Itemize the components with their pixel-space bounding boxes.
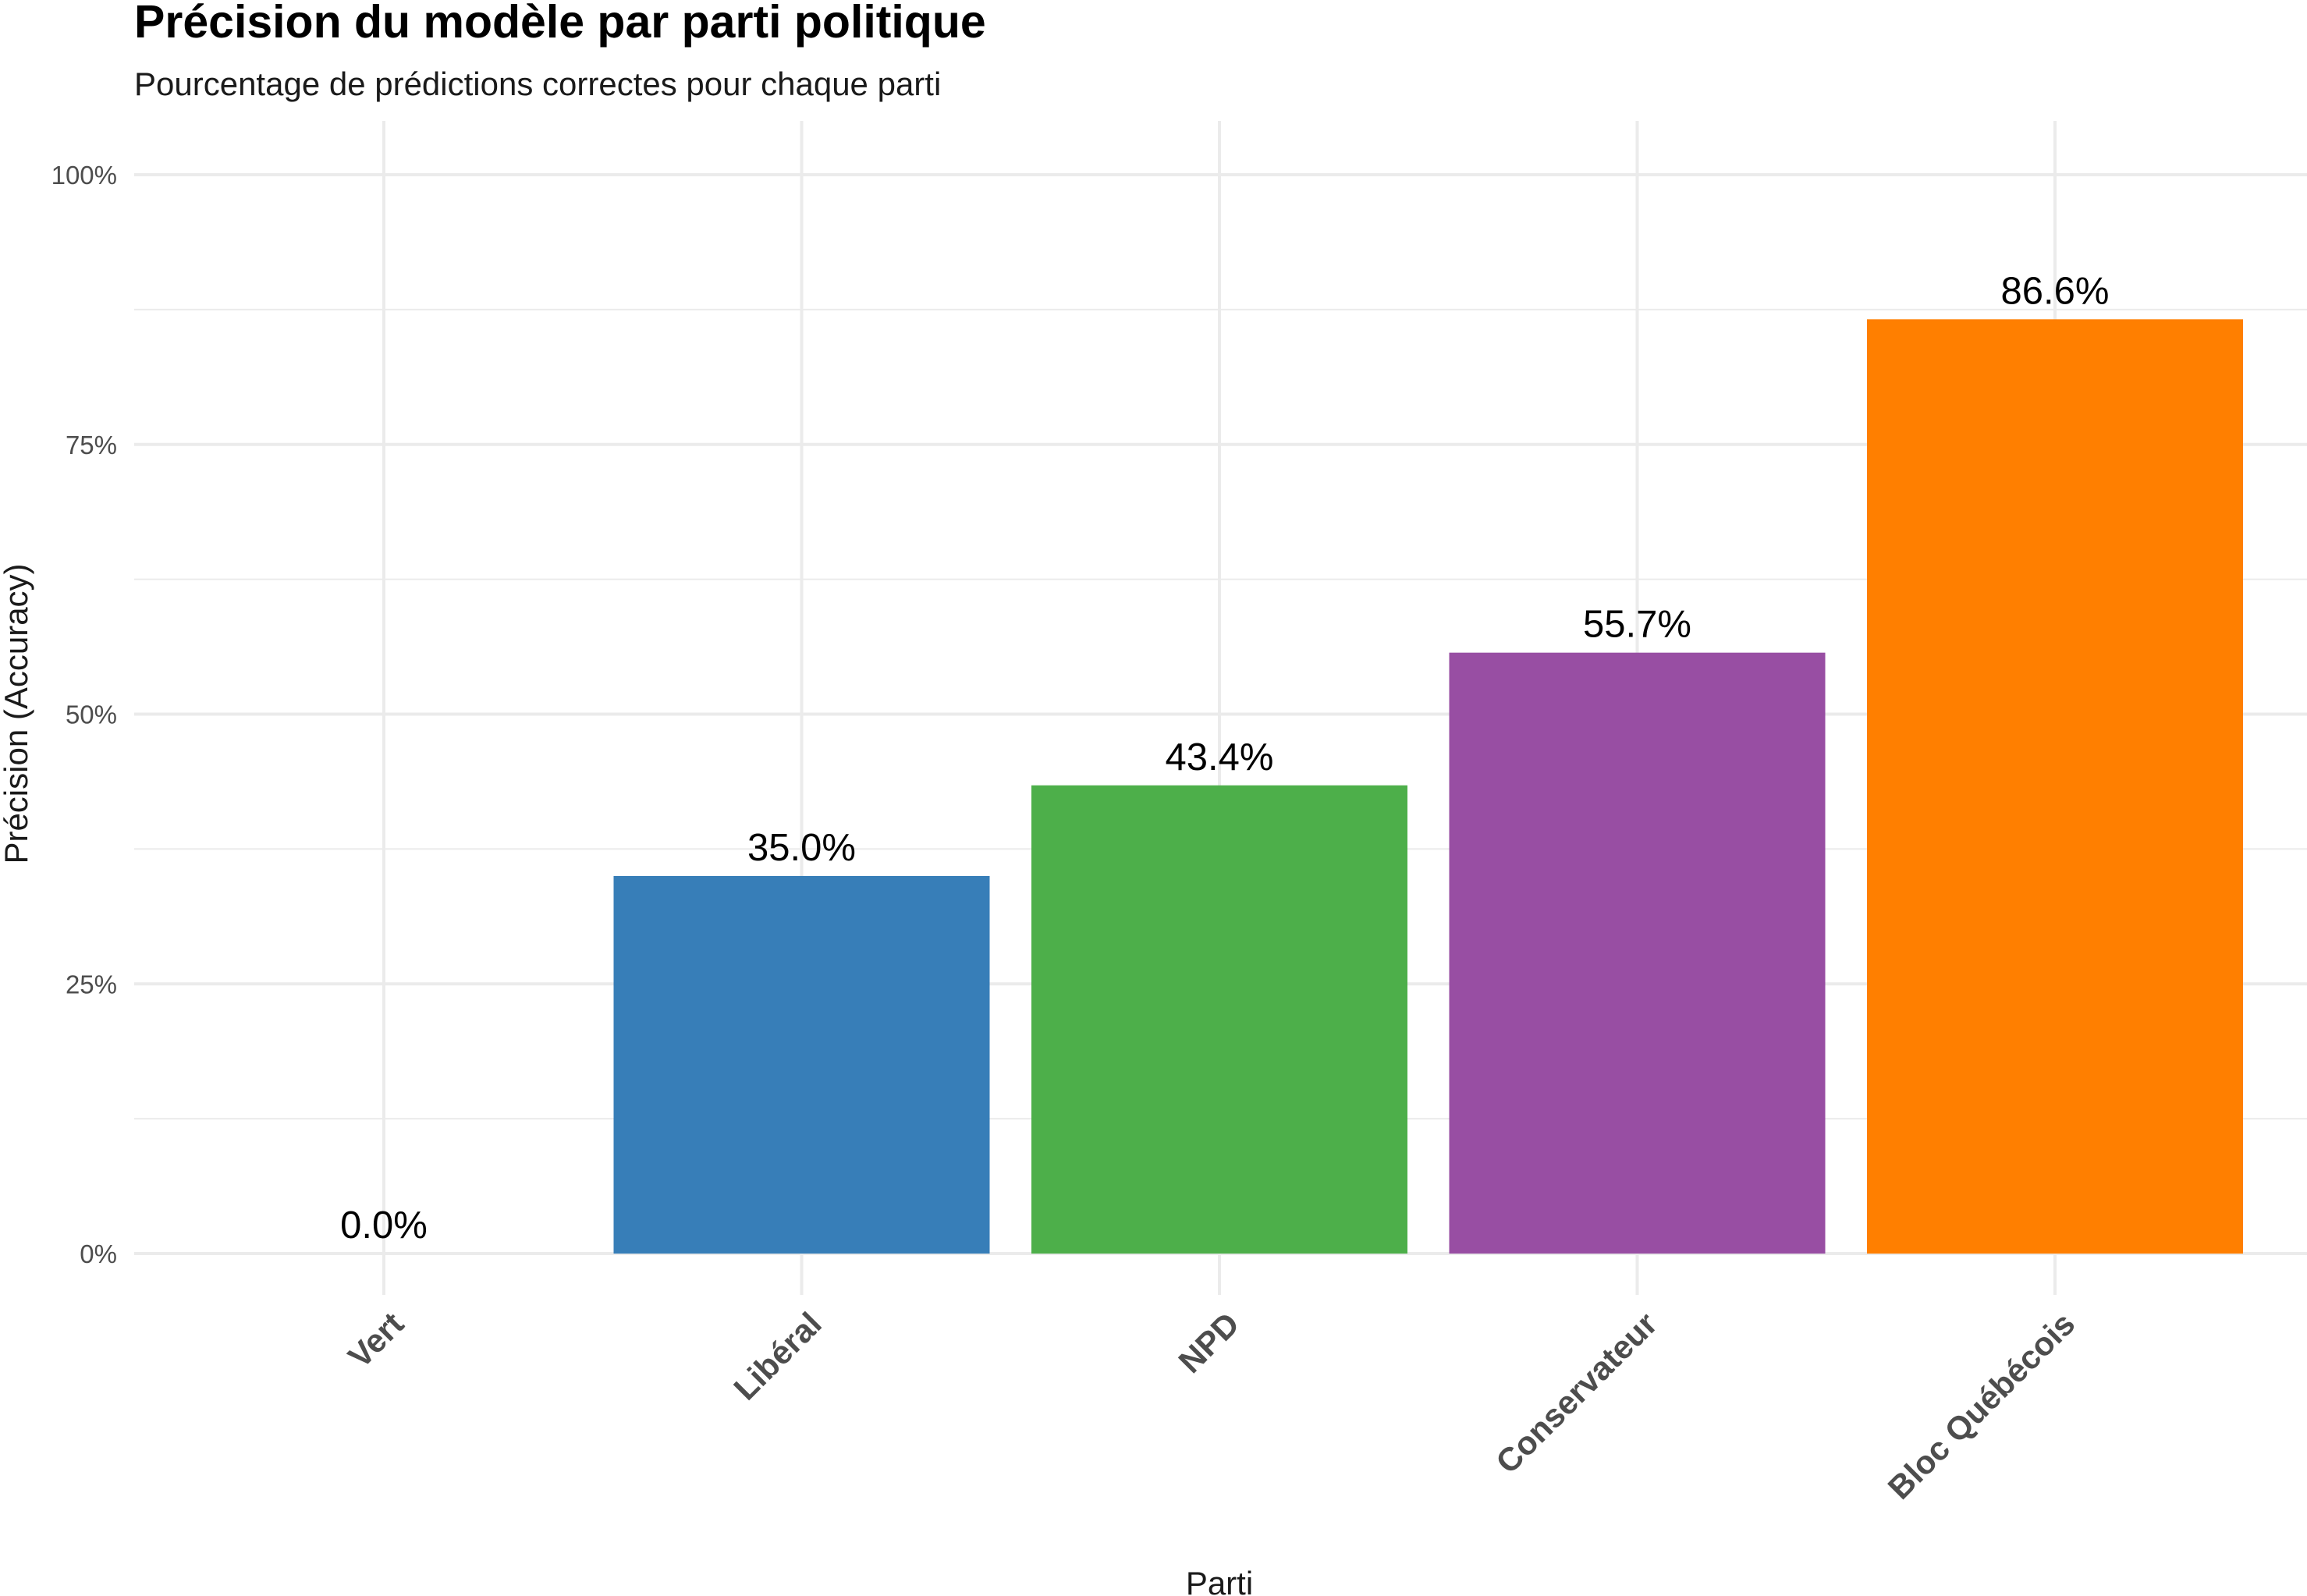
bar-conservateur	[1449, 652, 1826, 1254]
bar-value-label: 55.7%	[1583, 604, 1691, 646]
bar-value-label: 35.0%	[747, 827, 856, 869]
y-tick-label: 25%	[66, 970, 117, 998]
y-tick-label: 50%	[66, 700, 117, 729]
x-tick-label: Libéral	[726, 1305, 829, 1407]
y-axis-title: Précision (Accuracy)	[0, 563, 34, 864]
bar-layer	[613, 319, 2243, 1254]
chart-subtitle: Pourcentage de prédictions correctes pou…	[134, 66, 941, 102]
bar-value-label: 86.6%	[2001, 270, 2110, 312]
x-tick-label: Vert	[341, 1305, 410, 1374]
bar-value-label: 43.4%	[1166, 736, 1274, 778]
y-tick-label: 100%	[51, 161, 117, 190]
bar-npd	[1031, 785, 1407, 1254]
x-tick-label: Conservateur	[1489, 1305, 1664, 1481]
y-tick-label: 75%	[66, 431, 117, 459]
chart-title: Précision du modèle par parti politique	[134, 0, 986, 48]
y-tick-label: 0%	[80, 1240, 117, 1268]
x-tick-label: Bloc Québécois	[1881, 1305, 2082, 1506]
x-axis-title: Parti	[1186, 1565, 1253, 1596]
bar-lib-ral	[613, 875, 990, 1254]
label-layer: 0.0% 35.0% 43.4% 55.7% 86.6%	[340, 270, 2109, 1247]
bar-value-label: 0.0%	[340, 1204, 428, 1247]
bar-bloc-qu-b-cois	[1867, 319, 2243, 1254]
x-tick-label: NPD	[1171, 1305, 1246, 1380]
